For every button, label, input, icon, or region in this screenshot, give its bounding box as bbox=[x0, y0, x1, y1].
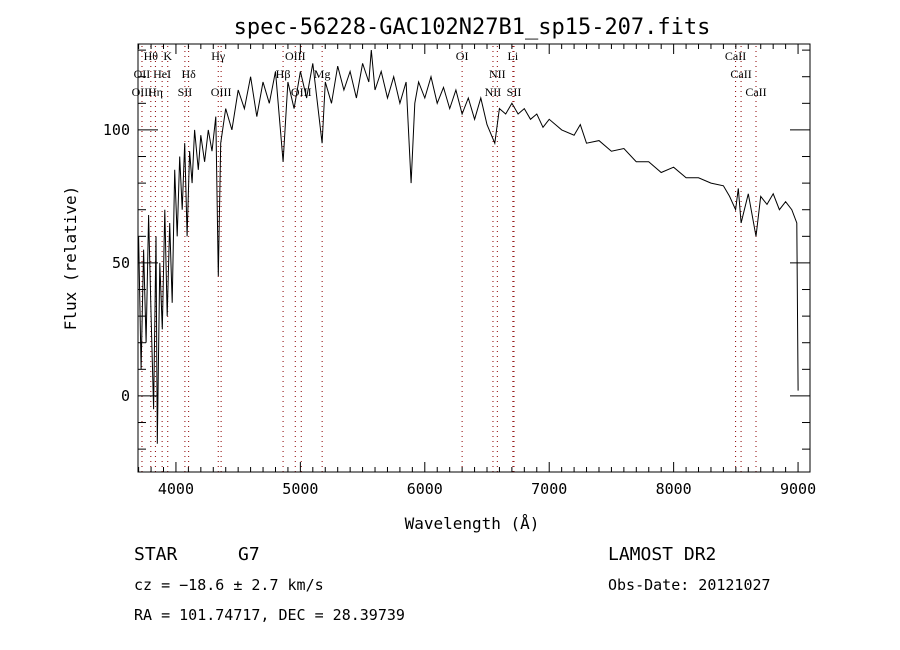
y-tick-label: 100 bbox=[103, 121, 130, 139]
x-tick-label: 8000 bbox=[656, 480, 692, 498]
x-tick-label: 7000 bbox=[531, 480, 567, 498]
line-label: Mg bbox=[314, 67, 331, 81]
line-label: OI bbox=[456, 49, 469, 63]
object-subclass: G7 bbox=[238, 544, 260, 565]
line-label: OIII bbox=[132, 85, 153, 99]
line-label: CaII bbox=[730, 67, 751, 81]
chart-title: spec-56228-GAC102N27B1_sp15-207.fits bbox=[234, 15, 711, 40]
x-tick-label: 9000 bbox=[780, 480, 816, 498]
line-label: OIII bbox=[211, 85, 232, 99]
line-label: Hθ bbox=[144, 49, 159, 63]
line-label: Hη bbox=[148, 85, 163, 99]
line-label: NII bbox=[485, 85, 502, 99]
y-axis-label: Flux (relative) bbox=[61, 186, 80, 331]
line-label: OIII bbox=[285, 49, 306, 63]
line-label: CaII bbox=[725, 49, 746, 63]
redshift-text: cz = −18.6 ± 2.7 km/s bbox=[134, 576, 324, 594]
line-label: Li bbox=[508, 49, 519, 63]
x-tick-label: 6000 bbox=[407, 480, 443, 498]
coordinates-text: RA = 101.74717, DEC = 28.39739 bbox=[134, 606, 405, 624]
line-label: OII bbox=[134, 67, 151, 81]
x-tick-label: 5000 bbox=[282, 480, 318, 498]
object-type: STAR bbox=[134, 544, 178, 565]
line-label: NII bbox=[489, 67, 506, 81]
line-label: Hβ bbox=[276, 67, 291, 81]
line-label: HeI bbox=[153, 67, 171, 81]
line-label: SII bbox=[507, 85, 522, 99]
spectrum-line bbox=[138, 50, 799, 444]
obs-date: Obs-Date: 20121027 bbox=[608, 576, 771, 594]
line-label: SII bbox=[178, 85, 193, 99]
y-tick-label: 50 bbox=[112, 254, 130, 272]
x-axis-label: Wavelength (Å) bbox=[405, 514, 540, 533]
y-tick-label: 0 bbox=[121, 387, 130, 405]
line-label: Hδ bbox=[181, 67, 196, 81]
survey-label: LAMOST DR2 bbox=[608, 544, 716, 565]
line-label: K bbox=[163, 49, 172, 63]
line-label: Hγ bbox=[211, 49, 226, 63]
plot-frame bbox=[137, 43, 811, 473]
x-tick-label: 4000 bbox=[158, 480, 194, 498]
line-label: CaII bbox=[745, 85, 766, 99]
